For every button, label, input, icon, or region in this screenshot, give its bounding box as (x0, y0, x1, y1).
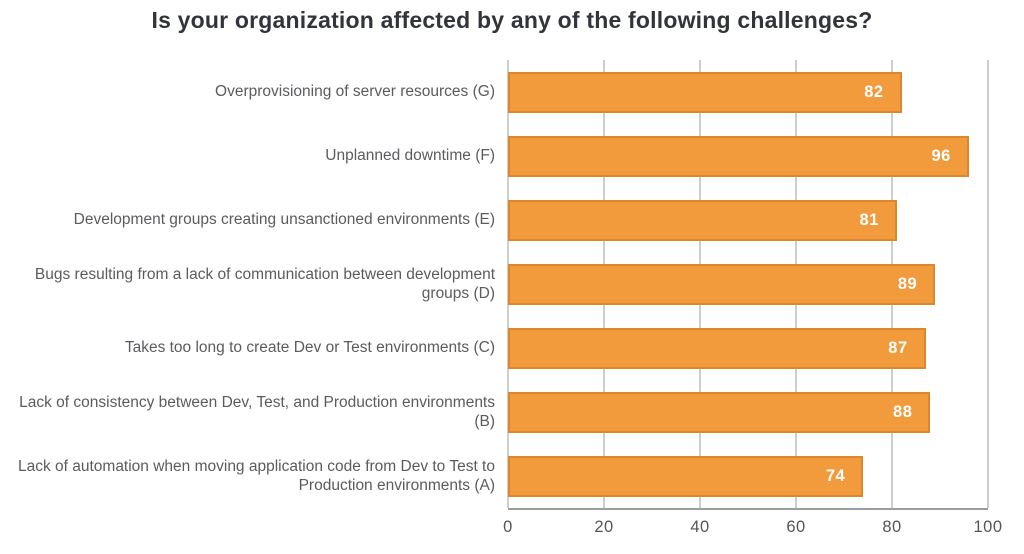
bar-value-label: 96 (931, 146, 951, 165)
gridline (987, 60, 989, 508)
plot-area: Overprovisioning of server resources (G)… (0, 60, 1024, 536)
bar-row: Bugs resulting from a lack of communicat… (0, 252, 1024, 316)
bar-value-label: 74 (825, 466, 846, 485)
bar: 81 (508, 199, 897, 241)
bar-track: 96 (508, 124, 988, 188)
x-axis-tick-label: 60 (786, 518, 806, 536)
x-axis: 0 20 40 60 80 100 (503, 518, 1002, 542)
bar: 96 (508, 135, 969, 177)
bar-row: Lack of consistency between Dev, Test, a… (0, 380, 1024, 444)
bar-row: Takes too long to create Dev or Test env… (0, 316, 1024, 380)
x-axis-tick-label: 80 (882, 518, 902, 536)
bar-row: Lack of automation when moving applicati… (0, 444, 1024, 508)
bar-track: 87 (508, 316, 988, 380)
bar-value-label: 87 (888, 338, 908, 357)
bar: 88 (508, 391, 931, 433)
bar-row: Overprovisioning of server resources (G)… (0, 60, 1024, 124)
category-label: Bugs resulting from a lack of communicat… (34, 265, 495, 302)
category-label: Takes too long to create Dev or Test env… (124, 339, 495, 357)
bar-track: 88 (508, 380, 988, 444)
category-label: Lack of automation when moving applicati… (17, 457, 495, 494)
bar: 89 (508, 263, 936, 305)
bar-row: Unplanned downtime (F) 96 (0, 124, 1024, 188)
bar: 87 (508, 327, 926, 369)
bar-track: 74 (508, 444, 988, 508)
bar-value-label: 81 (859, 210, 879, 229)
bar-rows: Overprovisioning of server resources (G)… (0, 60, 1024, 508)
bar-value-label: 82 (864, 82, 884, 101)
x-axis-tick-label: 100 (973, 518, 1003, 536)
category-label: Lack of consistency between Dev, Test, a… (19, 393, 495, 430)
bar-track: 82 (508, 60, 988, 124)
bar: 82 (508, 71, 902, 113)
category-label: Development groups creating unsanctioned… (73, 211, 495, 229)
category-label: Overprovisioning of server resources (G) (215, 83, 495, 101)
x-axis-tick-label: 0 (503, 518, 513, 536)
x-axis-tick-label: 20 (594, 518, 614, 536)
category-label: Unplanned downtime (F) (325, 147, 495, 165)
bar: 74 (508, 455, 864, 497)
bar-value-label: 88 (893, 402, 913, 421)
x-axis-tick-label: 40 (690, 518, 710, 536)
bar-track: 89 (508, 252, 988, 316)
bar-row: Development groups creating unsanctioned… (0, 188, 1024, 252)
bar-track: 81 (508, 188, 988, 252)
chart-title: Is your organization affected by any of … (151, 7, 873, 33)
bar-value-label: 89 (897, 274, 918, 293)
